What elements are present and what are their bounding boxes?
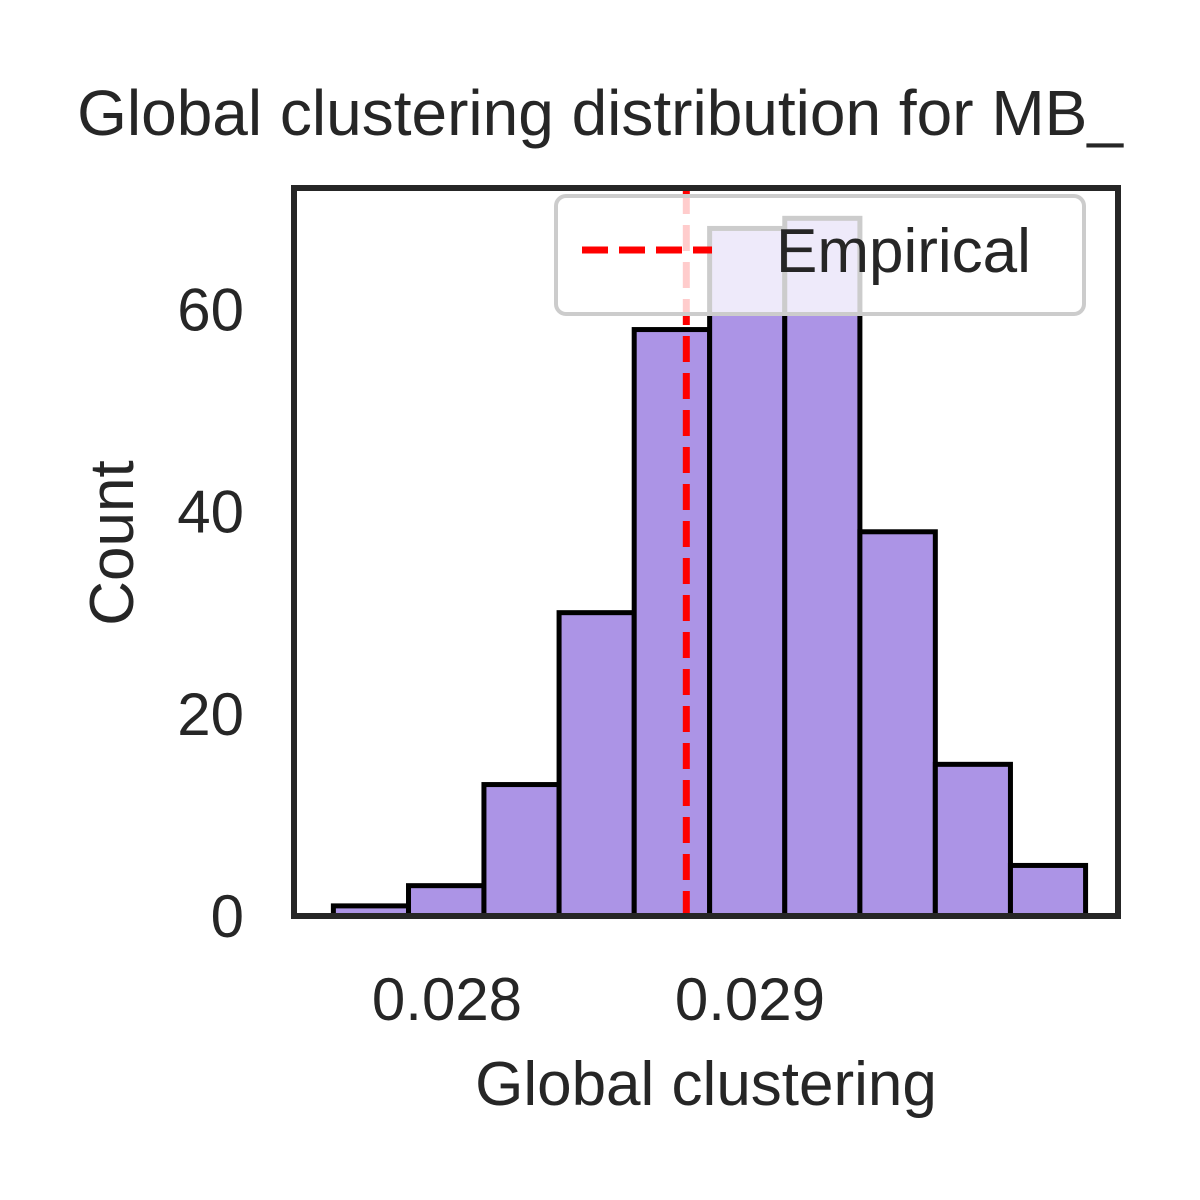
histogram-bar-5: [631, 327, 713, 919]
histogram-bar-6: [707, 225, 788, 919]
bars: [330, 215, 1089, 919]
y-tick-label-4: 60: [177, 276, 244, 343]
x-ticks: 0.028 0.029: [372, 966, 825, 1033]
legend-label-empirical: Empirical: [776, 217, 1031, 286]
x-axis-label: Global clustering: [475, 1050, 937, 1119]
legend: Empirical: [554, 194, 1086, 316]
histogram-bar-10: [1007, 862, 1089, 919]
y-axis-label: Count: [78, 460, 147, 625]
axes-frame: [291, 185, 1121, 919]
legend-box: [554, 194, 1086, 316]
y-tick-label-2: 20: [177, 681, 244, 748]
histogram-bar-4: [556, 610, 637, 919]
y-tick-label-3: 40: [177, 479, 244, 546]
chart-title: Global clustering distribution for MB_: [77, 77, 1124, 149]
histogram-bar-3: [481, 782, 562, 919]
y-ticks: 0 20 40 60: [177, 276, 244, 950]
histogram-bar-2: [406, 883, 487, 919]
histogram-bar-8: [857, 529, 938, 919]
histogram-bar-7: [782, 215, 863, 919]
y-tick-label-1: 0: [211, 883, 244, 950]
plot-frame: [291, 185, 1121, 919]
histogram-bar-9: [932, 761, 1013, 919]
x-tick-label-1: 0.028: [372, 966, 522, 1033]
x-tick-label-2: 0.029: [675, 966, 825, 1033]
